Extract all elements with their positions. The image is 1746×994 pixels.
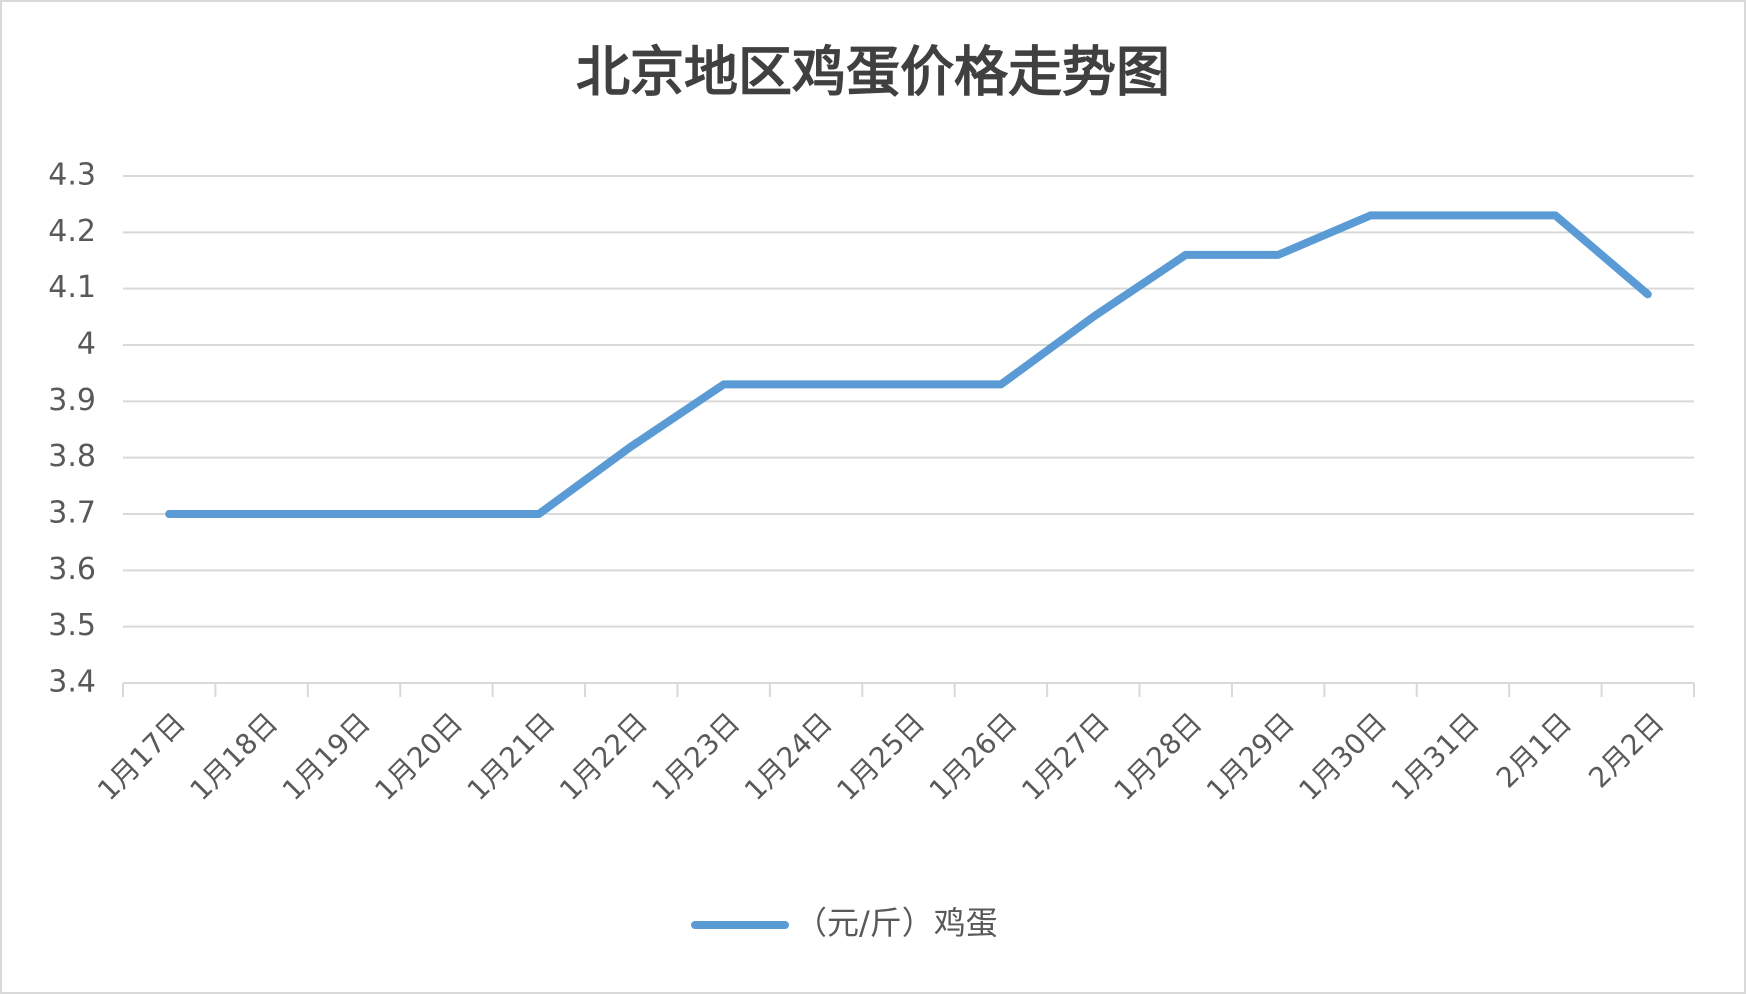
y-tick-label: 4.2 (48, 214, 96, 249)
chart-title: 北京地区鸡蛋价格走势图 (576, 41, 1170, 104)
y-tick-label: 3.5 (48, 608, 96, 643)
y-tick-label: 3.8 (48, 439, 96, 474)
y-tick-label: 3.7 (48, 496, 96, 531)
y-tick-label: 4.3 (48, 158, 96, 193)
y-tick-label: 4.1 (48, 270, 96, 305)
legend-label: （元/斤）鸡蛋 (795, 904, 998, 942)
line-series (165, 211, 1652, 518)
y-tick-label: 3.4 (48, 665, 96, 700)
y-tick-label: 4 (77, 327, 96, 362)
y-tick-label: 3.9 (48, 383, 96, 418)
y-tick-label: 3.6 (48, 552, 96, 587)
